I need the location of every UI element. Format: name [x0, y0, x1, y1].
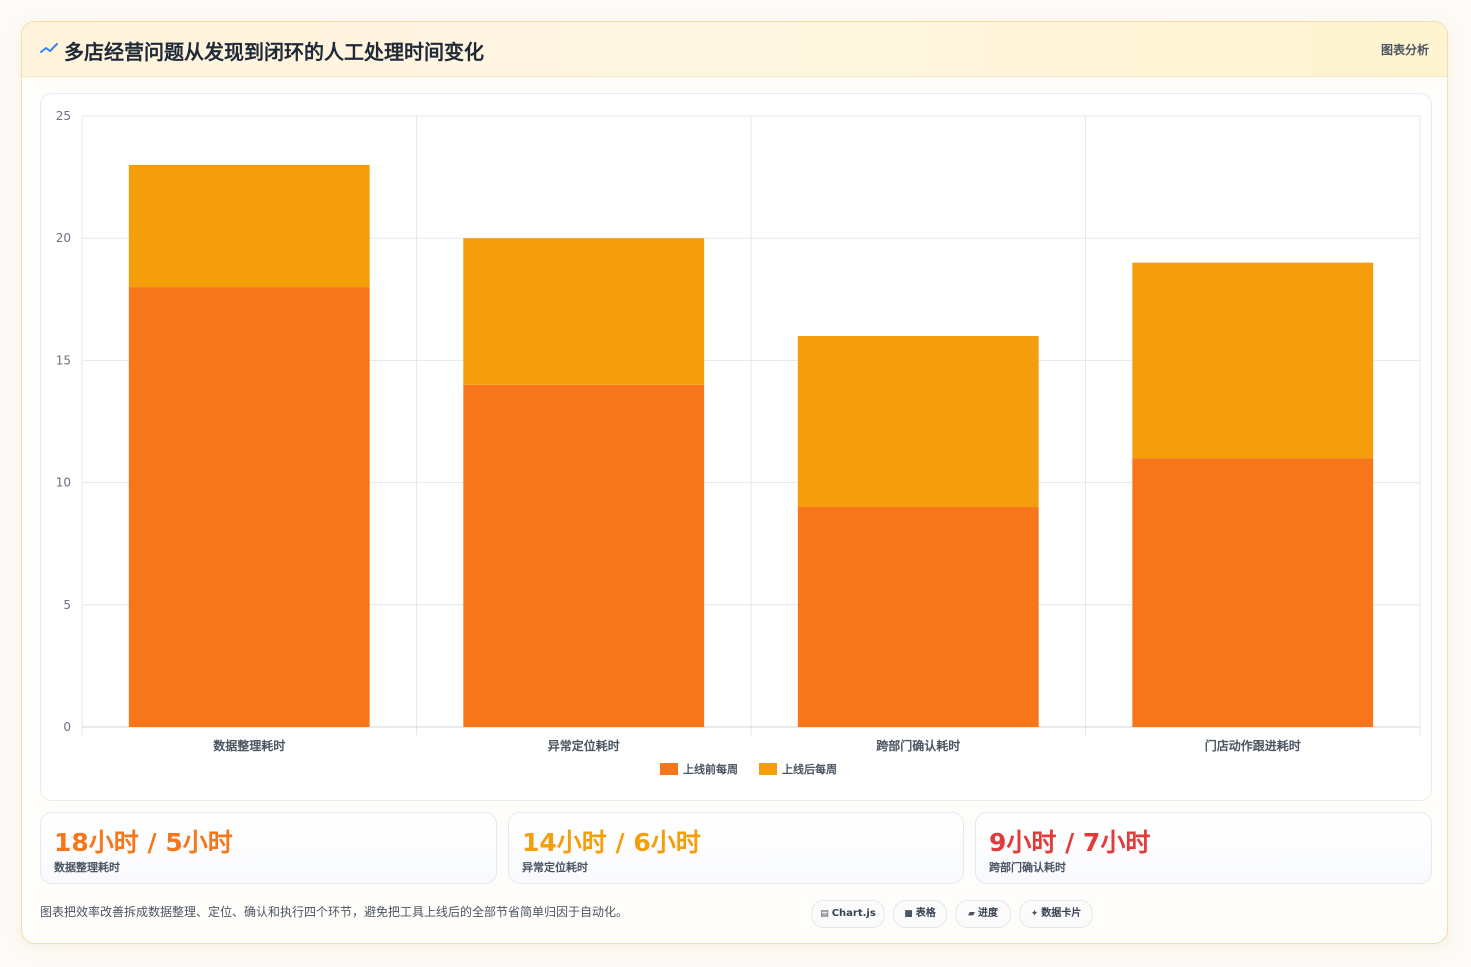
bar-segment [463, 238, 705, 385]
stat-label: 跨部门确认耗时 [989, 861, 1066, 874]
bar-segment [128, 164, 370, 288]
y-tick-label: 20 [56, 231, 71, 245]
chip-label: 数据卡片 [1041, 908, 1082, 919]
y-tick-label: 0 [63, 720, 71, 734]
chart-analysis-tag[interactable]: 图表分析 [1380, 43, 1429, 57]
bar-segment [1132, 262, 1374, 459]
page-title: 多店经营问题从发现到闭环的人工处理时间变化 [64, 40, 484, 64]
chip-label: 表格 [915, 908, 936, 919]
chip-chartjs[interactable]: ▤ Chart.js [811, 900, 885, 928]
chip-table[interactable]: ■ 表格 [893, 900, 947, 928]
bar-segment [1132, 458, 1374, 727]
card-header: 多店经营问题从发现到闭环的人工处理时间变化 图表分析 [22, 22, 1447, 77]
table-icon: ■ [904, 909, 913, 919]
legend-swatch [660, 763, 678, 775]
stat-card-data-prep: 18小时 / 5小时 数据整理耗时 [40, 812, 497, 884]
stacked-bar-chart: 0 5 10 15 20 25 数据整理耗时 异常定位耗时 跨部门确认耗时 门店动作跟进耗时上线前… [56, 109, 1421, 776]
stat-card-cross-dept: 9小时 / 7小时 跨部门确认耗时 [975, 812, 1432, 884]
footer-note: 图表把效率改善拆成数据整理、定位、确认和执行四个环节，避免把工具上线后的全部节省… [40, 905, 629, 919]
legend-swatch [759, 763, 777, 775]
chip-progress[interactable]: ▰ 进度 [955, 900, 1011, 928]
x-tick-label: 异常定位耗时 [548, 738, 620, 753]
x-tick-label: 门店动作跟进耗时 [1205, 738, 1301, 753]
stat-label: 数据整理耗时 [54, 861, 120, 874]
bar-segment [128, 287, 370, 727]
legend-label: 上线前每周 [683, 762, 738, 776]
chart-card: 多店经营问题从发现到闭环的人工处理时间变化 图表分析 0 5 10 15 20 25 数据整… [21, 21, 1448, 944]
progress-icon: ▰ [968, 909, 975, 919]
bar-segment [797, 507, 1039, 727]
bar-segment [797, 335, 1039, 508]
chart-panel: 0 5 10 15 20 25 数据整理耗时 异常定位耗时 跨部门确认耗时 门店动作跟进耗时上线前… [40, 93, 1432, 801]
x-tick-label: 数据整理耗时 [213, 738, 285, 753]
y-tick-label: 25 [56, 109, 71, 123]
stat-value: 14小时 / 6小时 [522, 828, 701, 857]
chip-label: Chart.js [831, 908, 876, 919]
bar-segment [463, 384, 705, 727]
chip-label: 进度 [977, 908, 998, 919]
chart-icon: ▤ [820, 909, 829, 919]
legend-label: 上线后每周 [782, 762, 837, 776]
y-tick-label: 15 [56, 353, 71, 367]
chip-data-card[interactable]: ✦ 数据卡片 [1019, 900, 1093, 928]
y-tick-label: 10 [56, 476, 71, 490]
sparkle-icon: ✦ [1030, 909, 1039, 919]
stat-value: 18小时 / 5小时 [54, 828, 233, 857]
y-tick-label: 5 [63, 598, 71, 612]
stat-value: 9小时 / 7小时 [989, 828, 1151, 857]
chart-line-icon [40, 43, 58, 53]
x-tick-label: 跨部门确认耗时 [876, 738, 960, 753]
stat-label: 异常定位耗时 [522, 861, 588, 874]
stat-card-anomaly: 14小时 / 6小时 异常定位耗时 [508, 812, 964, 884]
